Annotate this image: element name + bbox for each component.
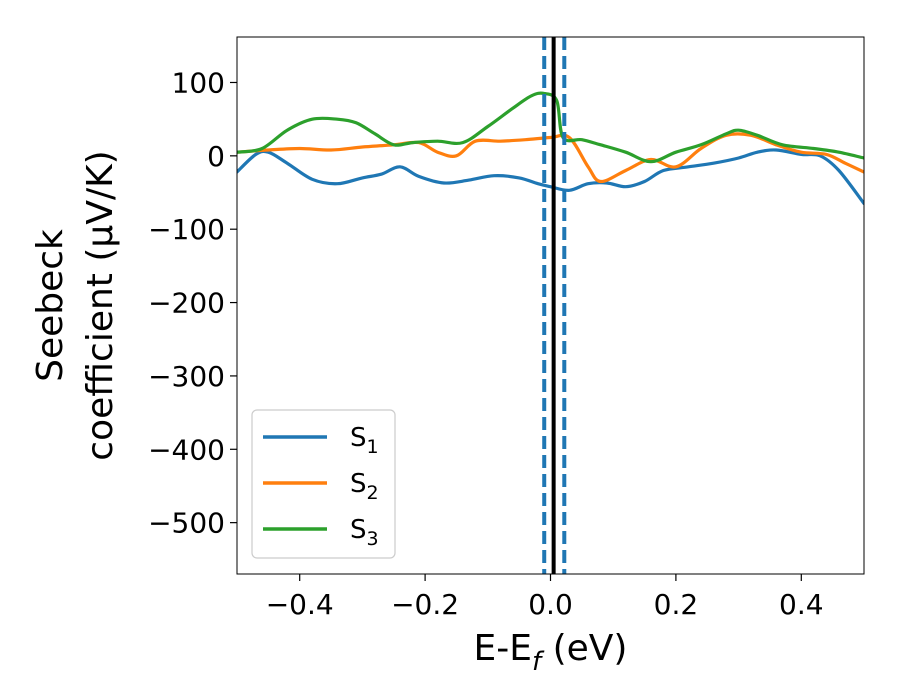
x-tick-label: 0.0	[528, 588, 573, 621]
legend: S1 S2 S3	[251, 409, 396, 559]
series-line-s1	[237, 148, 864, 206]
x-tick-label: 0.2	[654, 588, 699, 621]
y-axis-title-line1: Seebeck	[30, 229, 71, 382]
series-layer	[237, 91, 864, 206]
y-tick-label: −300	[148, 360, 225, 393]
y-axis-title: Seebeck coefficient (μV/K)	[30, 150, 121, 460]
ticks-layer: −0.4 −0.2 0.0 0.2 0.4 100 0 −100 −200 −300 −400 −50…	[148, 66, 823, 621]
y-tick-label: 100	[172, 66, 225, 99]
y-tick-label: 0	[207, 140, 225, 173]
legend-label-s2: S2	[350, 469, 379, 504]
x-axis-title: E-Ef (eV)	[474, 628, 628, 677]
y-tick-label: −400	[148, 433, 225, 466]
series-line-s2	[237, 132, 864, 184]
y-tick-label: −500	[148, 507, 225, 540]
legend-label-s1: S1	[350, 423, 379, 458]
vertical-lines-layer	[542, 37, 567, 574]
x-tick-label: −0.2	[391, 588, 459, 621]
y-axis-title-line2: coefficient (μV/K)	[80, 150, 121, 460]
legend-label-s3: S3	[350, 515, 379, 550]
x-tick-label: 0.4	[779, 588, 824, 621]
x-tick-label: −0.4	[266, 588, 334, 621]
y-tick-label: −100	[148, 213, 225, 246]
y-tick-label: −200	[148, 287, 225, 320]
series-line-s3	[237, 91, 864, 164]
